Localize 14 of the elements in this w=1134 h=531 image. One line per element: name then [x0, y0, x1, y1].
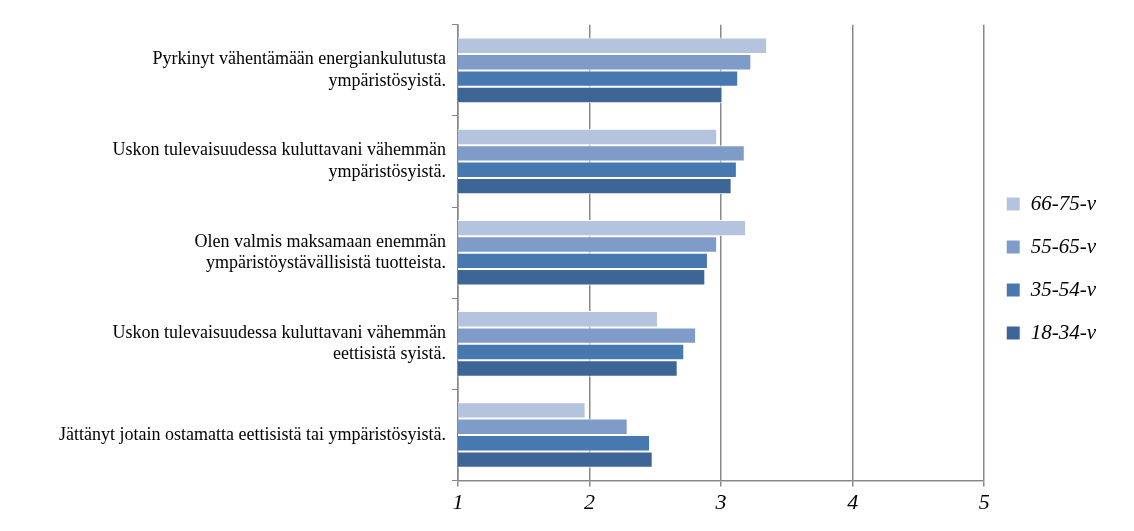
- x-tick-label: 2: [584, 488, 596, 514]
- legend-label: 55-65-v: [1030, 233, 1097, 258]
- legend-label: 66-75-v: [1030, 190, 1097, 215]
- legend-label: 35-54-v: [1029, 276, 1097, 301]
- x-tick-label: 5: [978, 488, 990, 514]
- x-tick-label: 1: [452, 488, 464, 514]
- y-tick-label: Olen valmis maksamaan enemmän ympäristöystävällisistä tuotteista.: [194, 230, 446, 273]
- legend-label: 18-34-v: [1030, 319, 1097, 344]
- y-tick-label: Pyrkinyt vähentämään energiankulutusta ympäristösyistä.: [152, 48, 447, 90]
- y-tick-label: Uskon tulevaisuudessa kuluttavani vähemmän ympäristösyistä.: [112, 139, 446, 182]
- y-tick-label: Uskon tulevaisuudessa kuluttavani vähemmän eettisistä syistä.: [112, 321, 446, 364]
- x-tick-label: 4: [847, 488, 859, 514]
- x-tick-label: 3: [714, 488, 727, 514]
- y-tick-label: Jättänyt jotain ostamatta eettisistä tai ympäristösyistä.: [59, 423, 446, 444]
